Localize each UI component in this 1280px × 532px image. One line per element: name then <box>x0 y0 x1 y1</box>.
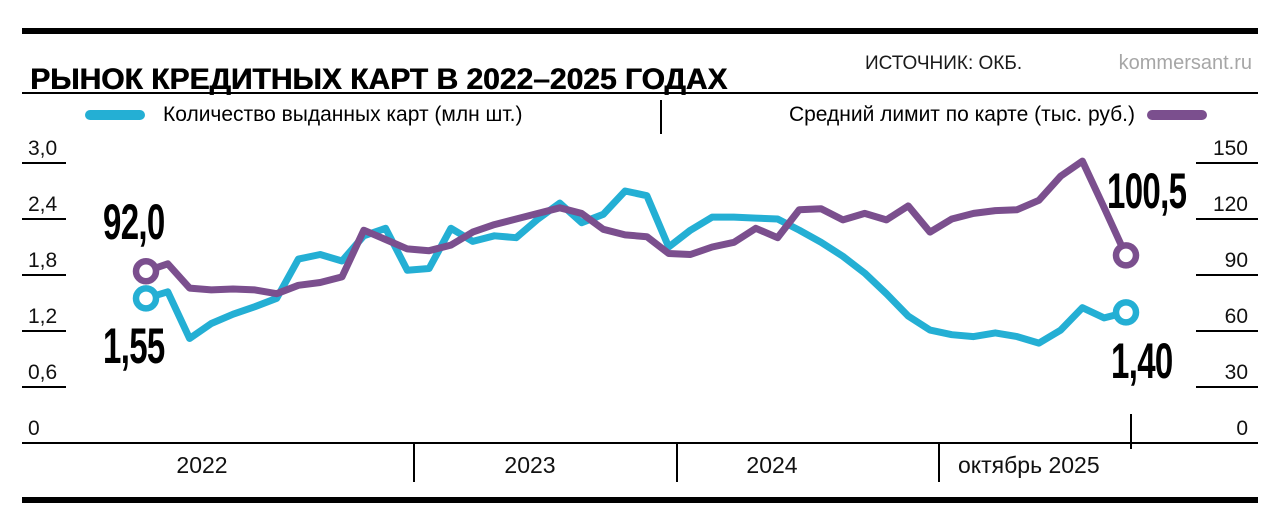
legend-swatch-cards <box>85 110 145 120</box>
legend-swatch-limit <box>1147 110 1207 120</box>
source-label: ИСТОЧНИК: ОКБ. <box>865 53 1023 74</box>
start-marker-cards <box>132 285 160 312</box>
value-label-end-limit: 100,5 <box>1107 163 1187 219</box>
chart-series <box>142 157 1130 347</box>
value-label-start-limit: 92,0 <box>103 194 165 250</box>
legend-divider <box>660 100 662 134</box>
value-label-end-cards: 1,40 <box>1111 333 1173 389</box>
chart-point-markers <box>132 242 1140 326</box>
start-marker-limit <box>132 258 160 285</box>
page-title: РЫНОК КРЕДИТНЫХ КАРТ В 2022–2025 ГОДАХ <box>30 63 728 97</box>
legend-label-cards: Количество выданных карт (млн шт.) <box>163 103 523 126</box>
series-line-limit <box>142 157 1130 298</box>
series-line-cards <box>142 187 1130 347</box>
legend-item-cards: Количество выданных карт (млн шт.) <box>85 103 523 127</box>
header-divider <box>22 92 1258 94</box>
end-marker-limit <box>1112 242 1140 269</box>
legend-label-limit: Средний лимит по карте (тыс. руб.) <box>788 103 1135 126</box>
end-marker-cards <box>1112 299 1140 326</box>
chart-axes <box>22 162 1258 482</box>
bottom-rule <box>22 497 1258 503</box>
top-rule <box>22 28 1258 34</box>
legend-item-limit: Средний лимит по карте (тыс. руб.) <box>789 103 1207 127</box>
value-label-start-cards: 1,55 <box>103 318 165 374</box>
site-link[interactable]: kommersant.ru <box>1118 52 1252 74</box>
